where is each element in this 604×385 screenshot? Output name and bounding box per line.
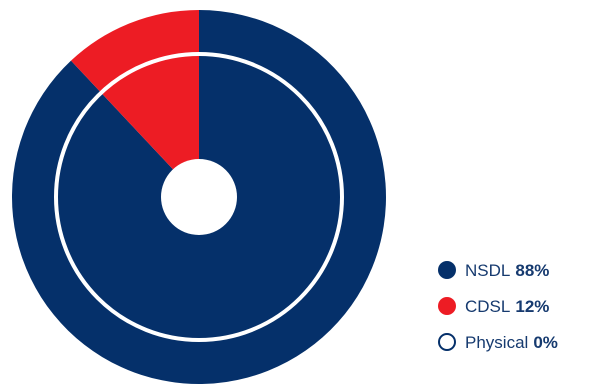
- legend-marker-nsdl: [438, 261, 456, 279]
- legend-marker-cdsl: [438, 297, 456, 315]
- legend-item-cdsl: CDSL 12%: [438, 288, 604, 324]
- chart-legend: NSDL 88% CDSL 12% Physical 0%: [438, 252, 604, 360]
- donut-center-hole: [161, 159, 237, 235]
- legend-value-nsdl: 88%: [515, 260, 550, 280]
- ring-separator: [54, 52, 344, 342]
- legend-marker-physical: [438, 333, 456, 351]
- donut-chart: [11, 10, 386, 384]
- legend-value-physical: 0%: [533, 332, 558, 352]
- legend-item-physical: Physical 0%: [438, 324, 604, 360]
- legend-label-physical: Physical: [465, 332, 529, 352]
- legend-value-cdsl: 12%: [515, 296, 550, 316]
- legend-label-cdsl: CDSL: [465, 296, 511, 316]
- legend-item-nsdl: NSDL 88%: [438, 252, 604, 288]
- legend-label-nsdl: NSDL: [465, 260, 511, 280]
